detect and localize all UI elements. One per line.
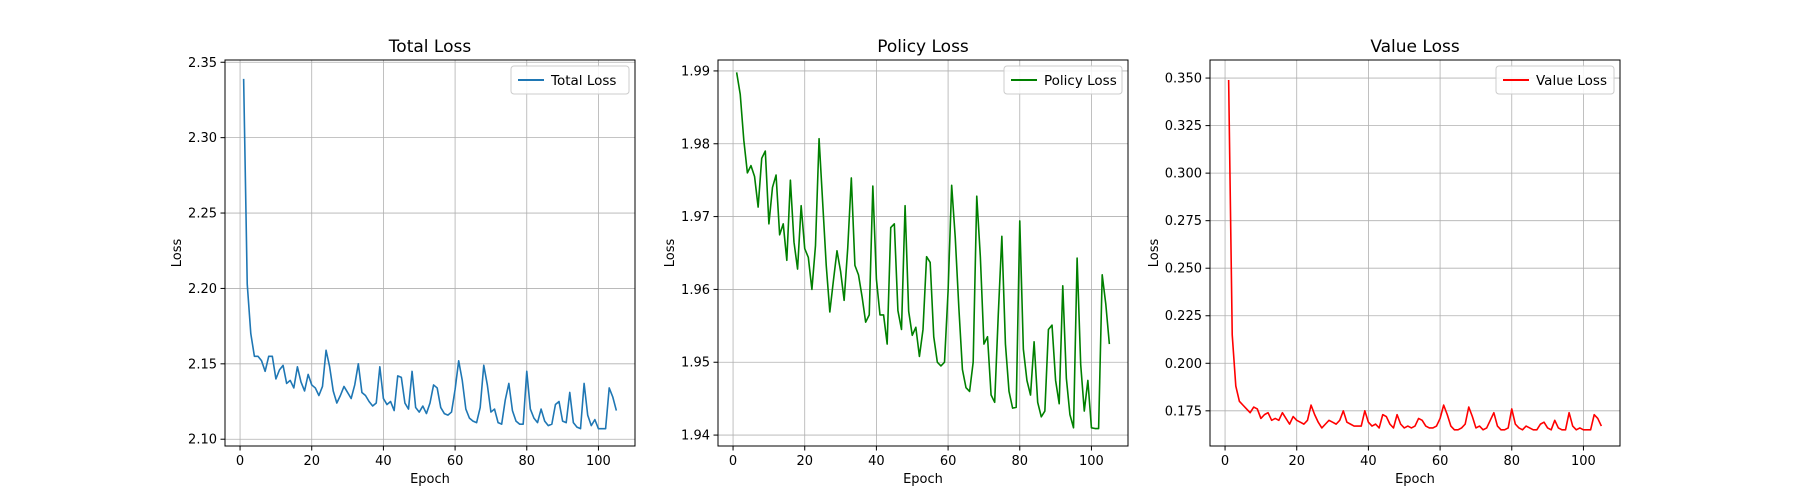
total-loss-legend-label: Total Loss — [550, 73, 616, 89]
total-loss-y-tick-label: 2.25 — [188, 207, 217, 222]
total-loss-x-axis-label: Epoch — [410, 472, 450, 487]
value-loss-y-tick-label: 0.275 — [1165, 214, 1202, 229]
value-loss-title: Value Loss — [1370, 37, 1460, 57]
value-loss-x-tick-label: 60 — [1432, 454, 1449, 469]
total-loss-legend: Total Loss — [510, 65, 630, 95]
value-loss-legend: Value Loss — [1495, 65, 1615, 95]
total-loss-y-tick-label: 2.15 — [188, 357, 217, 372]
policy-loss-legend: Policy Loss — [1003, 65, 1123, 95]
policy-loss-y-axis-label: Loss — [663, 239, 678, 268]
value-loss-x-tick-label: 100 — [1571, 454, 1596, 469]
total-loss-axes-frame — [224, 59, 636, 447]
total-loss-y-axis-label: Loss — [170, 239, 185, 268]
total-loss-y-tick-label: 2.35 — [188, 56, 217, 71]
policy-loss-y-tick-label: 1.99 — [681, 64, 710, 79]
value-loss-legend-label: Value Loss — [1536, 73, 1607, 89]
policy-loss-y-tick-label: 1.95 — [681, 356, 710, 371]
policy-loss-x-tick-label: 60 — [940, 454, 957, 469]
total-loss-chart: 0 20 40 60 80 100 2.10 2.15 2.20 2.25 2.30 2.35 Tota… — [170, 37, 636, 487]
policy-loss-x-tick-label: 100 — [1079, 454, 1104, 469]
value-loss-y-tick-label: 0.350 — [1165, 72, 1202, 87]
policy-loss-y-tick-label: 1.98 — [681, 137, 710, 152]
value-loss-x-tick-label: 80 — [1503, 454, 1520, 469]
total-loss-x-tick-label: 0 — [236, 454, 244, 469]
value-loss-y-tick-label: 0.200 — [1165, 357, 1202, 372]
value-loss-y-tick-label: 0.225 — [1165, 309, 1202, 324]
policy-loss-chart: 0 20 40 60 80 100 1.94 1.95 1.96 1.97 1.98 1.99 Poli… — [663, 37, 1129, 487]
value-loss-legend-box — [1495, 65, 1615, 95]
policy-loss-series-line — [735, 72, 1111, 430]
policy-loss-y-tick-label: 1.97 — [681, 210, 710, 225]
value-loss-series-line — [1227, 79, 1603, 431]
value-loss-y-tick-label: 0.300 — [1165, 167, 1202, 182]
value-loss-y-tick-label: 0.325 — [1165, 119, 1202, 134]
total-loss-y-tick-label: 2.20 — [188, 282, 217, 297]
policy-loss-x-tick-label: 0 — [729, 454, 737, 469]
value-loss-y-tick-label: 0.175 — [1165, 404, 1202, 419]
total-loss-x-tick-label: 80 — [518, 454, 535, 469]
value-loss-x-tick-label: 0 — [1221, 454, 1229, 469]
policy-loss-y-tick-label: 1.96 — [681, 283, 710, 298]
policy-loss-y-tick-label: 1.94 — [681, 429, 710, 444]
total-loss-x-tick-label: 60 — [447, 454, 464, 469]
value-loss-chart: 0 20 40 60 80 100 0.175 0.200 0.225 0.250 0.275 0.3… — [1147, 37, 1621, 487]
total-loss-title: Total Loss — [388, 37, 472, 57]
policy-loss-x-tick-label: 20 — [796, 454, 813, 469]
total-loss-x-tick-label: 40 — [375, 454, 392, 469]
total-loss-y-tick-label: 2.10 — [188, 433, 217, 448]
policy-loss-x-axis-label: Epoch — [903, 472, 943, 487]
total-loss-series-line — [242, 78, 618, 430]
policy-loss-legend-box — [1003, 65, 1123, 95]
value-loss-x-tick-label: 40 — [1360, 454, 1377, 469]
policy-loss-axes-frame — [717, 59, 1129, 447]
value-loss-x-tick-label: 20 — [1288, 454, 1305, 469]
value-loss-x-axis-label: Epoch — [1395, 472, 1435, 487]
policy-loss-title: Policy Loss — [877, 37, 969, 57]
total-loss-x-tick-label: 20 — [303, 454, 320, 469]
value-loss-y-axis-label: Loss — [1147, 239, 1162, 268]
total-loss-legend-box — [510, 65, 630, 95]
policy-loss-x-tick-label: 40 — [868, 454, 885, 469]
total-loss-x-tick-label: 100 — [586, 454, 611, 469]
value-loss-axes-frame — [1209, 59, 1621, 447]
value-loss-y-tick-label: 0.250 — [1165, 262, 1202, 277]
total-loss-y-tick-label: 2.30 — [188, 131, 217, 146]
policy-loss-legend-label: Policy Loss — [1044, 73, 1117, 89]
policy-loss-x-tick-label: 80 — [1011, 454, 1028, 469]
